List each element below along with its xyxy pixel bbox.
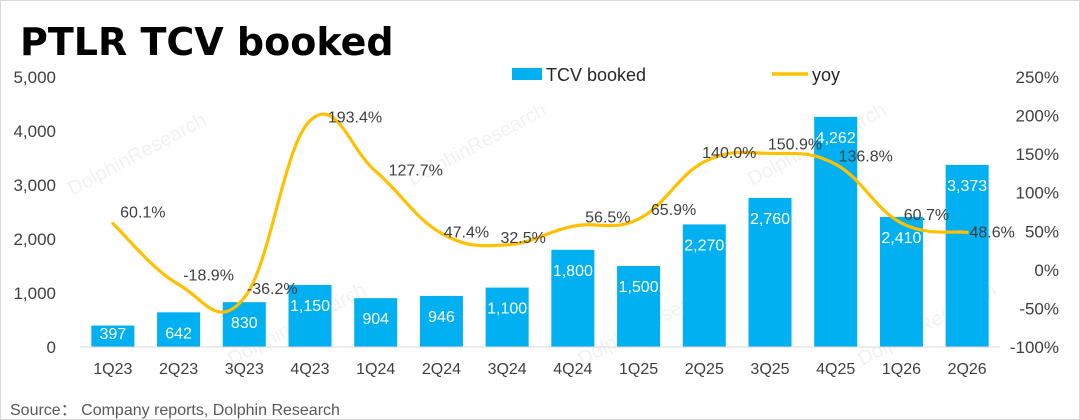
right-axis-tick-label: 100% xyxy=(1016,184,1059,203)
yoy-data-label: -18.9% xyxy=(183,267,234,284)
x-axis-category-label: 1Q23 xyxy=(93,361,132,378)
left-axis-tick-label: 3,000 xyxy=(13,176,56,195)
x-axis-category-label: 4Q25 xyxy=(816,361,855,378)
bar-1Q26 xyxy=(879,216,923,347)
right-axis-tick-label: 200% xyxy=(1016,107,1059,126)
bar-1Q25 xyxy=(617,266,661,347)
line-data-labels: 60.1% -18.9% -36.2% 193.4% 127.7% 47.4% 32.5% 5… xyxy=(120,110,1015,298)
yoy-data-label: -36.2% xyxy=(247,281,298,298)
x-axis-category-label: 4Q24 xyxy=(553,361,592,378)
x-axis-categories: 1Q23 2Q23 3Q23 4Q23 1Q24 2Q24 3Q24 4Q24 1Q25 2Q25… xyxy=(93,361,987,378)
x-axis-category-label: 1Q24 xyxy=(356,361,395,378)
yoy-data-label: 32.5% xyxy=(500,230,545,247)
bar-data-label: 4,262 xyxy=(816,130,856,147)
yoy-data-label: 193.4% xyxy=(328,110,382,127)
x-axis-category-label: 1Q25 xyxy=(619,361,658,378)
bar-3Q24 xyxy=(485,287,529,347)
yoy-data-label: 150.9% xyxy=(768,136,822,153)
left-axis-tick-label: 4,000 xyxy=(13,122,56,141)
yoy-data-label: 60.1% xyxy=(120,204,165,221)
x-axis-category-label: 3Q24 xyxy=(488,361,527,378)
chart-title: PTLR TCV booked xyxy=(20,20,394,64)
yoy-data-label: 56.5% xyxy=(585,209,630,226)
x-axis-category-label: 2Q25 xyxy=(685,361,724,378)
legend-swatch-tcv-booked xyxy=(512,68,542,80)
bar-1Q23 xyxy=(91,325,135,347)
right-axis-tick-label: -100% xyxy=(1010,338,1059,357)
bar-data-label: 1,800 xyxy=(553,263,593,280)
bar-data-label: 1,150 xyxy=(290,298,330,315)
yoy-data-label: 48.6% xyxy=(969,224,1014,241)
bar-data-label: 904 xyxy=(362,311,389,328)
bar-data-label: 2,270 xyxy=(684,237,724,254)
watermark-text: DolphinResearch xyxy=(64,109,210,200)
x-axis-category-label: 3Q25 xyxy=(750,361,789,378)
yoy-data-label: 60.7% xyxy=(904,207,949,224)
bar-data-label: 2,760 xyxy=(750,211,790,228)
bar-2Q25 xyxy=(682,224,726,347)
x-axis-category-label: 2Q23 xyxy=(159,361,198,378)
yoy-data-label: 127.7% xyxy=(389,162,443,179)
x-axis-category-label: 4Q23 xyxy=(290,361,329,378)
bar-2Q24 xyxy=(419,295,463,347)
x-axis-category-label: 3Q23 xyxy=(225,361,264,378)
left-axis-tick-label: 2,000 xyxy=(13,230,56,249)
right-axis: -100% -50% 0% 50% 100% 150% 200% 250% xyxy=(1010,68,1059,357)
legend: TCV booked yoy xyxy=(512,65,840,85)
bar-series-tcv-booked xyxy=(91,116,989,348)
bar-2Q23 xyxy=(157,312,201,347)
x-axis-category-label: 2Q26 xyxy=(948,361,987,378)
right-axis-tick-label: 150% xyxy=(1016,145,1059,164)
x-axis-category-label: 1Q26 xyxy=(882,361,921,378)
right-axis-tick-label: 50% xyxy=(1025,222,1059,241)
right-axis-tick-label: 0% xyxy=(1034,261,1059,280)
line-series-yoy xyxy=(111,112,969,314)
bar-data-label: 1,500 xyxy=(619,279,659,296)
bar-data-label: 397 xyxy=(100,326,127,343)
yoy-data-label: 136.8% xyxy=(839,148,893,165)
yoy-data-label: 140.0% xyxy=(702,145,756,162)
bar-data-labels: 397 642 830 1,150 904 946 1,100 1,800 1,500 2,270… xyxy=(100,130,988,343)
bar-data-label: 642 xyxy=(165,325,192,342)
bar-4Q23 xyxy=(288,284,332,347)
bar-data-label: 830 xyxy=(231,315,258,332)
legend-label-yoy: yoy xyxy=(812,65,840,85)
bar-data-label: 2,410 xyxy=(881,230,921,247)
left-axis-tick-label: 5,000 xyxy=(13,68,56,87)
x-axis-category-label: 2Q24 xyxy=(422,361,461,378)
bar-data-label: 3,373 xyxy=(947,178,987,195)
left-axis: 0 1,000 2,000 3,000 4,000 5,000 xyxy=(13,68,56,357)
left-axis-tick-label: 0 xyxy=(47,338,56,357)
right-axis-tick-label: 250% xyxy=(1016,68,1059,87)
bar-3Q25 xyxy=(748,197,792,347)
yoy-data-label: 65.9% xyxy=(651,202,696,219)
bar-2Q26 xyxy=(945,164,989,347)
source-note: Source： Company reports, Dolphin Researc… xyxy=(10,402,340,419)
bar-4Q24 xyxy=(551,249,595,347)
bar-1Q24 xyxy=(354,298,398,347)
bar-4Q25 xyxy=(814,116,858,348)
left-axis-tick-label: 1,000 xyxy=(13,284,56,303)
yoy-data-label: 47.4% xyxy=(444,224,489,241)
bar-data-label: 946 xyxy=(428,309,455,326)
bar-data-label: 1,100 xyxy=(487,301,527,318)
legend-label-tcv-booked: TCV booked xyxy=(546,65,646,85)
right-axis-tick-label: -50% xyxy=(1019,299,1059,318)
